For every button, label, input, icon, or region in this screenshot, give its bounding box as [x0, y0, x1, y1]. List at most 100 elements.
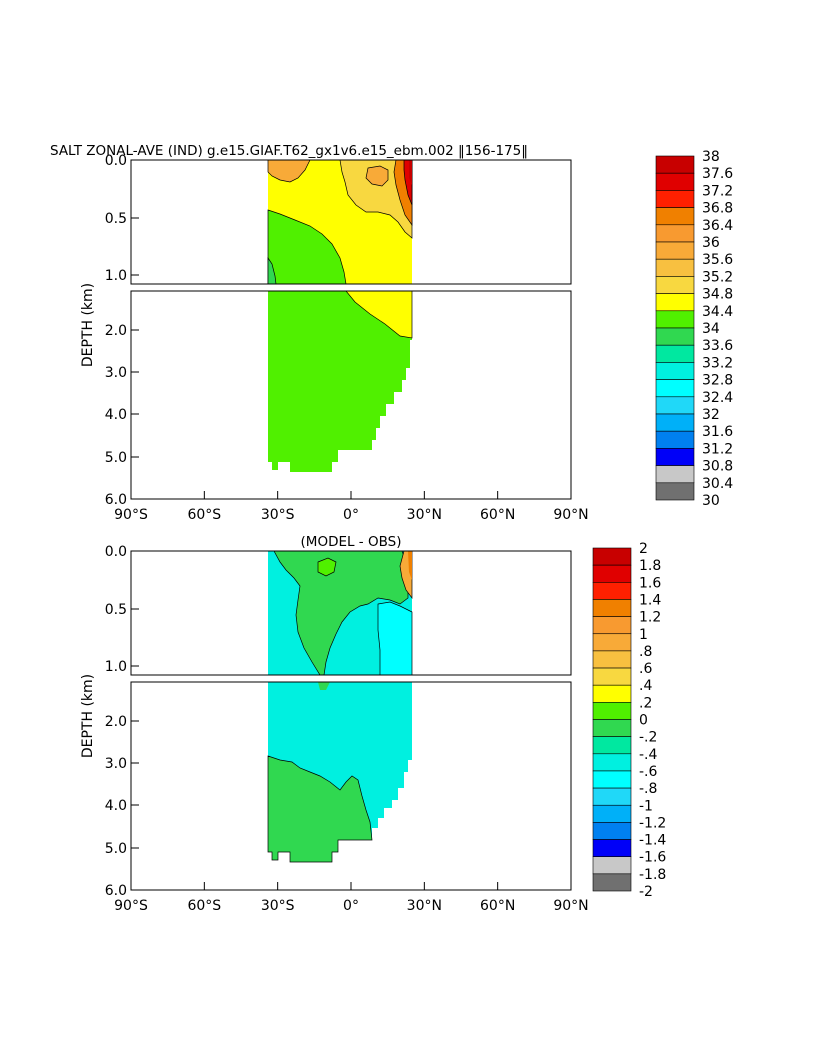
colorbar-swatch	[655, 430, 695, 449]
x-tick-label: 0°	[343, 898, 359, 914]
colorbar-label: 37.2	[702, 183, 733, 199]
colorbar-label: 31.6	[702, 424, 733, 440]
panel-1-y-ticks: 0.0 0.5 1.0 2.0 3.0 4.0 5.0 6.0	[105, 153, 139, 508]
x-tick-label: 0°	[343, 507, 359, 523]
colorbar-swatch	[592, 753, 632, 772]
colorbar-swatch	[592, 839, 632, 857]
panel-difference: (MODEL - OBS) DEPTH (km) 0.0 0.5 1.0 2.0 3.0…	[80, 534, 666, 914]
colorbar-label: 31.2	[702, 441, 733, 457]
colorbar-label: 0	[639, 713, 648, 729]
x-tick-label: 90°N	[553, 898, 588, 914]
colorbar-swatch	[655, 224, 695, 243]
colorbar-swatch	[592, 667, 632, 686]
colorbar-swatch	[655, 362, 695, 380]
colorbar-label: -.6	[639, 764, 658, 780]
region-p2-upper-0.2-0	[273, 550, 409, 676]
panel-2-upper-frame	[130, 550, 572, 676]
panel-2-colorbar: 21.81.61.41.21.8.6.4.20-.2-.4-.6-.8-1-1.…	[592, 541, 666, 900]
panel-1-y-axis-label: DEPTH (km)	[80, 283, 96, 367]
region-p1-upper-37.6-38	[409, 160, 412, 185]
y-tick-label: 3.0	[105, 756, 127, 772]
colorbar-label: .2	[639, 695, 652, 711]
y-tick-label: 1.0	[105, 268, 127, 284]
colorbar-swatch	[592, 770, 632, 789]
y-tick-label: 6.0	[105, 492, 127, 508]
colorbar-swatch	[592, 856, 632, 875]
colorbar-swatch	[655, 413, 695, 432]
y-tick-label: 6.0	[105, 883, 127, 899]
colorbar-label: -1.2	[639, 815, 666, 831]
region-p2-lower-0.2-0-b	[318, 682, 330, 690]
colorbar-swatch	[592, 633, 632, 652]
colorbar-swatch	[655, 190, 695, 208]
colorbar-swatch	[655, 293, 695, 312]
colorbar-label: 30	[702, 493, 720, 509]
colorbar-swatch	[655, 276, 695, 294]
colorbar-swatch	[592, 787, 632, 806]
colorbar-label: -.4	[639, 747, 658, 763]
x-tick-label: 30°N	[407, 507, 442, 523]
colorbar-label: 1.6	[639, 575, 661, 591]
y-tick-label: 0.5	[105, 211, 127, 227]
panel-2-y-axis-label: DEPTH (km)	[80, 674, 96, 758]
y-tick-label: 1.0	[105, 659, 127, 675]
panel-2-title: (MODEL - OBS)	[301, 534, 402, 550]
panel-1-title: SALT ZONAL-AVE (IND) g.e15.GIAF.T62_gx1v…	[50, 143, 528, 159]
panel-salinity: SALT ZONAL-AVE (IND) g.e15.GIAF.T62_gx1v…	[50, 143, 733, 523]
colorbar-label: 30.8	[702, 459, 733, 475]
region-p1-upper-35.6-36	[267, 159, 311, 183]
colorbar-label: 35.6	[702, 252, 733, 268]
colorbar-label: 34.8	[702, 287, 733, 303]
colorbar-swatch	[655, 465, 695, 484]
colorbar-swatch	[655, 379, 695, 398]
y-tick-label: 2.0	[105, 323, 127, 339]
colorbar-label: 1.2	[639, 610, 661, 626]
x-tick-label: 60°N	[480, 507, 515, 523]
colorbar-label: 32.8	[702, 373, 733, 389]
colorbar-swatch	[655, 310, 695, 329]
colorbar-label: 32.4	[702, 390, 733, 406]
x-tick-label: 30°S	[261, 507, 295, 523]
colorbar-label: 33.2	[702, 355, 733, 371]
y-tick-label: 3.0	[105, 365, 127, 381]
panel-1-x-ticks: 90°S 60°S 30°S 0° 30°N 60°N 90°N	[114, 491, 589, 523]
region-p1-upper-35.6-36-b	[365, 165, 389, 187]
panel-1-colorbar: 3837.637.236.836.43635.635.234.834.43433…	[655, 149, 733, 509]
region-p2-lower-0.2-0	[267, 755, 373, 863]
x-tick-label: 60°S	[187, 507, 221, 523]
region-p2-upper-1.2-1.6	[408, 551, 412, 580]
panel-2-lower-band	[130, 681, 572, 891]
panel-1-upper-frame	[130, 159, 572, 285]
colorbar-label: 36.8	[702, 201, 733, 217]
colorbar-swatch	[655, 327, 695, 346]
colorbar-label: 32	[702, 407, 720, 423]
colorbar-swatch	[655, 155, 695, 174]
colorbar-swatch	[655, 258, 695, 277]
colorbar-label: 1.4	[639, 592, 661, 608]
colorbar-swatch	[592, 650, 632, 669]
y-tick-label: 2.0	[105, 714, 127, 730]
panel-2-upper-band	[130, 550, 572, 676]
colorbar-swatch	[592, 822, 632, 840]
colorbar-label: -.2	[639, 730, 657, 746]
colorbar-swatch	[655, 344, 695, 363]
colorbar-swatch	[592, 547, 632, 566]
colorbar-swatch	[655, 448, 695, 466]
y-tick-label: 0.5	[105, 602, 127, 618]
region-p1-lower-34.4-34.8	[268, 291, 412, 472]
colorbar-label: 34	[702, 321, 720, 337]
colorbar-label: 37.6	[702, 166, 733, 182]
colorbar-swatch	[592, 873, 632, 892]
y-tick-label: 0.0	[105, 153, 127, 169]
colorbar-label: -2	[639, 884, 653, 900]
x-tick-label: 90°S	[114, 507, 148, 523]
region-p1-lower-34.8-35.2	[345, 290, 413, 339]
colorbar-label: .6	[639, 661, 652, 677]
region-p2-upper--0.2--0.4	[377, 601, 413, 676]
colorbar-swatch	[655, 172, 695, 191]
colorbar-swatch	[592, 581, 632, 600]
colorbar-label: 35.2	[702, 269, 733, 285]
region-p1-upper-35.2-35.6	[339, 159, 413, 239]
colorbar-label: 1	[639, 627, 648, 643]
